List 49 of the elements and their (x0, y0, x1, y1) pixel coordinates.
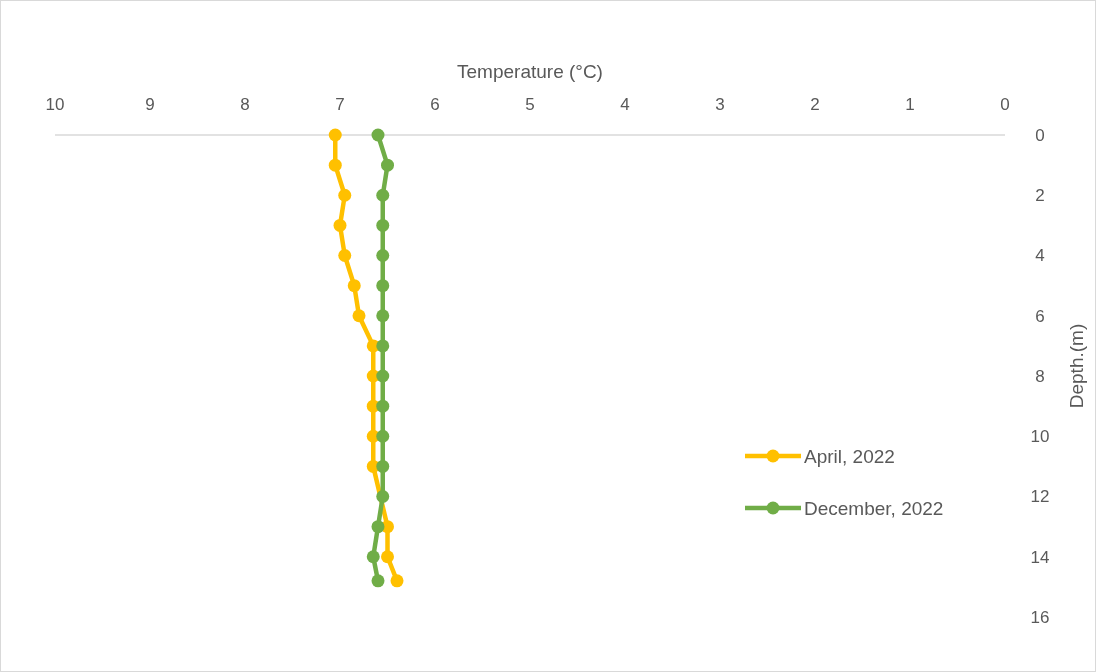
y-tick-label: 8 (1035, 366, 1045, 386)
point (347, 279, 361, 293)
point (328, 128, 342, 142)
point (381, 158, 394, 172)
point (371, 574, 385, 588)
x-tick-label: 1 (905, 95, 915, 114)
y-tick-label: 16 (1030, 607, 1050, 627)
legend-label: April, 2022 (804, 445, 895, 467)
x-tick-label: 3 (715, 95, 725, 114)
y-tick-label: 0 (1035, 125, 1045, 145)
point (376, 249, 390, 262)
y-tick-label: 10 (1030, 427, 1050, 447)
point (376, 490, 390, 503)
x-tick-label: 9 (145, 95, 155, 114)
x-tick-label: 10 (45, 95, 65, 114)
x-tick-label: 5 (525, 95, 535, 114)
point (376, 369, 390, 383)
x-axis-title: Temperature (°C) (457, 61, 603, 82)
y-tick-label: 2 (1035, 186, 1045, 206)
point (376, 399, 390, 413)
point (376, 339, 390, 353)
point (333, 218, 347, 232)
point (376, 429, 390, 443)
x-tick-label: 0 (1000, 95, 1010, 114)
legend-label: December, 2022 (804, 497, 944, 519)
point (371, 520, 385, 534)
point (376, 459, 390, 473)
y-tick-label: 12 (1030, 487, 1050, 507)
point (390, 574, 404, 588)
point (328, 158, 342, 172)
y-axis-title: Depth.(m) (1066, 323, 1087, 409)
point (376, 309, 390, 323)
x-tick-label: 6 (430, 95, 440, 114)
x-tick-label: 4 (620, 95, 630, 114)
point (352, 309, 366, 323)
y-tick-label: 14 (1030, 547, 1050, 567)
point (376, 188, 390, 202)
point (338, 249, 352, 262)
point (376, 218, 390, 232)
point (371, 128, 385, 142)
x-tick-label: 7 (335, 95, 345, 114)
x-tick-label: 2 (810, 95, 820, 114)
point (366, 550, 380, 564)
y-tick-label: 4 (1035, 246, 1045, 266)
point (376, 279, 390, 293)
x-tick-label: 8 (240, 95, 250, 114)
y-tick-label: 6 (1035, 306, 1045, 326)
point (381, 550, 394, 564)
point (338, 188, 352, 202)
